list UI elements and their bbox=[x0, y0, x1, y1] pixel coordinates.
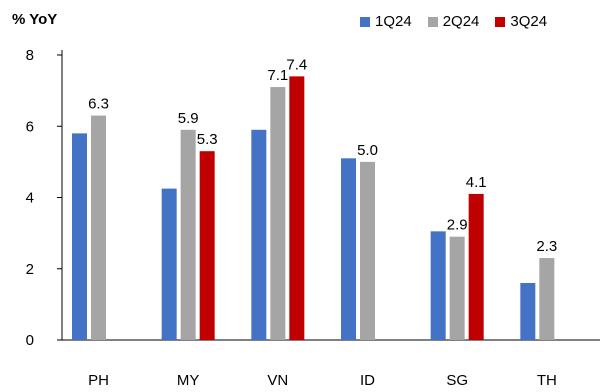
legend-swatch-3q24 bbox=[495, 16, 506, 27]
y-axis-unit-label: % YoY bbox=[12, 11, 58, 28]
legend-swatch-1q24 bbox=[360, 16, 370, 27]
data-label: 6.3 bbox=[88, 96, 109, 113]
bar-th-2q24 bbox=[539, 258, 555, 340]
legend-item-1q24: 1Q24 bbox=[360, 13, 412, 30]
legend-label-1q24: 1Q24 bbox=[375, 13, 412, 30]
data-label: 5.9 bbox=[178, 110, 199, 127]
bar-vn-1q24 bbox=[251, 129, 267, 340]
legend-item-3q24: 3Q24 bbox=[495, 13, 547, 30]
x-tick-label: VN bbox=[267, 372, 288, 389]
data-label: 7.1 bbox=[267, 67, 288, 84]
y-tick-label: 0 bbox=[26, 332, 34, 349]
bar-ph-1q24 bbox=[72, 133, 87, 340]
data-label: 2.3 bbox=[536, 238, 557, 255]
x-tick-label: MY bbox=[177, 372, 200, 389]
data-label: 7.4 bbox=[286, 56, 307, 73]
data-label: 4.1 bbox=[466, 174, 487, 191]
legend-label-3q24: 3Q24 bbox=[510, 13, 548, 30]
bar-vn-2q24 bbox=[270, 87, 286, 340]
bar-sg-2q24 bbox=[449, 236, 465, 340]
x-tick-label: PH bbox=[88, 372, 109, 389]
x-tick-label: SG bbox=[446, 372, 468, 389]
bar-ph-2q24 bbox=[91, 115, 106, 340]
legend-label-2q24: 2Q24 bbox=[442, 13, 480, 30]
bar-sg-3q24 bbox=[468, 193, 484, 340]
bar-sg-1q24 bbox=[430, 231, 446, 340]
y-tick-label: 2 bbox=[26, 261, 34, 278]
x-tick-label: ID bbox=[360, 372, 375, 389]
bar-id-2q24 bbox=[360, 161, 375, 340]
bar-my-1q24 bbox=[161, 188, 177, 340]
bar-id-1q24 bbox=[341, 158, 356, 340]
data-label: 2.9 bbox=[447, 217, 468, 234]
bar-my-3q24 bbox=[199, 151, 215, 340]
legend: 1Q24 2Q24 3Q24 bbox=[360, 13, 547, 30]
legend-swatch-2q24 bbox=[427, 16, 438, 27]
x-tick-label: TH bbox=[537, 372, 557, 389]
y-tick-label: 6 bbox=[26, 118, 34, 135]
data-label: 5.0 bbox=[357, 142, 378, 159]
y-tick-label: 8 bbox=[26, 47, 34, 64]
y-tick-label: 4 bbox=[26, 190, 34, 207]
bar-my-2q24 bbox=[180, 129, 196, 340]
bar-th-1q24 bbox=[520, 283, 536, 340]
data-label: 5.3 bbox=[197, 131, 218, 148]
bar-vn-3q24 bbox=[289, 76, 305, 340]
legend-item-2q24: 2Q24 bbox=[427, 13, 480, 30]
